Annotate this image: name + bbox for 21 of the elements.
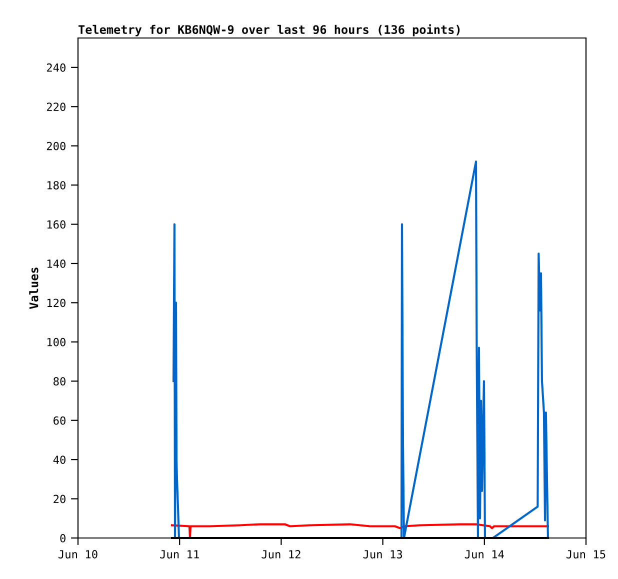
y-tick-label: 140: [47, 259, 66, 268]
y-tick-label: 60: [54, 416, 66, 425]
y-axis-title: Values: [29, 268, 38, 309]
x-tick-label: Jun 13: [363, 550, 402, 558]
x-tick-label: Jun 11: [160, 550, 199, 558]
chart-title: Telemetry for KB6NQW-9 over last 96 hours (136 points): [78, 24, 460, 36]
y-tick-label: 100: [47, 338, 66, 346]
y-tick-label: 220: [46, 102, 66, 112]
y-tick-label: 180: [47, 181, 66, 190]
x-tick-label: Jun 14: [464, 550, 504, 558]
x-tick-label: Jun 15: [566, 550, 606, 558]
y-tick-label: 240: [46, 63, 66, 72]
y-tick-label: 200: [46, 142, 66, 150]
y-tick-label: 40: [53, 456, 66, 464]
x-tick-label: Jun 10: [58, 550, 98, 558]
x-tick-label: Jun 12: [262, 550, 300, 558]
y-tick-label: 160: [47, 220, 66, 229]
y-tick-label: 120: [47, 298, 66, 308]
y-tick-label: 0: [60, 534, 66, 542]
y-tick-label: 80: [54, 377, 66, 386]
y-tick-label: 20: [54, 494, 66, 504]
